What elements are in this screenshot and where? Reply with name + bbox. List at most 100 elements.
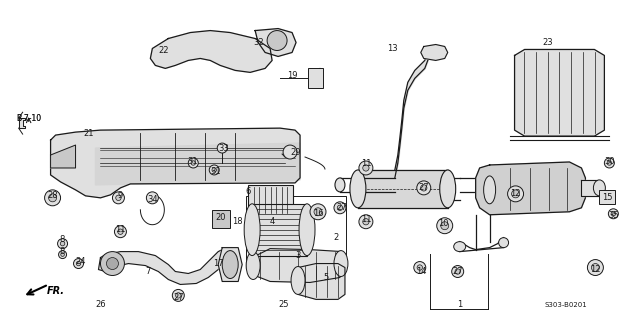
Circle shape [61, 241, 65, 246]
Text: 9: 9 [118, 191, 123, 200]
Polygon shape [98, 248, 235, 284]
Circle shape [114, 226, 126, 238]
Bar [252, 204, 307, 256]
Text: 16: 16 [313, 209, 323, 218]
Text: FR.: FR. [47, 286, 64, 296]
Text: 35: 35 [608, 211, 619, 220]
Text: 11: 11 [360, 215, 371, 224]
Circle shape [420, 185, 427, 191]
Text: 30: 30 [604, 157, 614, 166]
Polygon shape [515, 50, 604, 136]
Circle shape [146, 192, 158, 204]
Circle shape [338, 205, 343, 211]
Text: 8: 8 [60, 235, 65, 244]
Text: 21: 21 [83, 129, 94, 138]
Text: 13: 13 [387, 44, 398, 53]
Polygon shape [96, 143, 300, 185]
Polygon shape [581, 180, 599, 196]
Circle shape [77, 261, 81, 266]
Bar [212, 210, 230, 228]
Circle shape [611, 212, 616, 216]
Text: 24: 24 [75, 257, 85, 266]
Ellipse shape [499, 238, 508, 248]
Polygon shape [298, 264, 345, 300]
Circle shape [217, 143, 227, 153]
Circle shape [414, 261, 426, 274]
Circle shape [607, 161, 612, 165]
Text: 12: 12 [510, 189, 521, 198]
Circle shape [363, 219, 369, 225]
Polygon shape [358, 170, 448, 208]
Circle shape [604, 158, 614, 168]
Circle shape [455, 269, 461, 274]
Text: 29: 29 [291, 148, 301, 156]
Text: 15: 15 [602, 193, 612, 202]
Text: 32: 32 [253, 38, 263, 47]
Bar [248, 185, 293, 215]
Text: 1: 1 [457, 300, 463, 309]
Polygon shape [50, 145, 75, 168]
Ellipse shape [244, 204, 260, 256]
Circle shape [452, 266, 464, 277]
Text: 14: 14 [417, 267, 427, 276]
Circle shape [172, 289, 184, 301]
Text: 4: 4 [269, 217, 275, 226]
Circle shape [267, 31, 287, 51]
Polygon shape [476, 162, 586, 215]
Ellipse shape [334, 251, 348, 276]
Text: 7: 7 [145, 267, 151, 276]
Text: 11: 11 [115, 225, 126, 234]
Circle shape [115, 195, 121, 201]
Text: 23: 23 [542, 38, 553, 47]
Circle shape [59, 251, 66, 259]
Circle shape [118, 229, 123, 234]
Circle shape [73, 259, 84, 268]
Circle shape [283, 145, 297, 159]
Circle shape [359, 215, 373, 229]
Polygon shape [255, 28, 296, 56]
Text: 12: 12 [590, 265, 600, 274]
Circle shape [175, 293, 181, 298]
Circle shape [188, 158, 198, 168]
Circle shape [512, 190, 519, 198]
Circle shape [48, 194, 57, 202]
Polygon shape [421, 44, 448, 60]
Text: 27: 27 [452, 267, 463, 276]
Text: 27: 27 [337, 203, 347, 212]
Polygon shape [218, 248, 242, 282]
Ellipse shape [484, 176, 496, 204]
Circle shape [609, 209, 618, 219]
Circle shape [212, 168, 216, 172]
Text: 27: 27 [419, 183, 429, 192]
Text: 19: 19 [287, 71, 297, 80]
Text: 26: 26 [95, 300, 106, 309]
Circle shape [417, 181, 431, 195]
Circle shape [61, 253, 64, 256]
Circle shape [591, 264, 599, 271]
Circle shape [100, 252, 124, 276]
Circle shape [508, 186, 524, 202]
Ellipse shape [335, 178, 345, 192]
Circle shape [334, 202, 346, 214]
Ellipse shape [222, 251, 238, 278]
Circle shape [441, 222, 449, 230]
Text: 20: 20 [215, 213, 225, 222]
Circle shape [437, 218, 453, 234]
Text: S303-B0201: S303-B0201 [544, 302, 587, 308]
Text: 31: 31 [187, 157, 198, 166]
Text: 8: 8 [60, 247, 65, 256]
Text: 33: 33 [218, 144, 228, 153]
Circle shape [191, 161, 195, 165]
Text: 25: 25 [279, 300, 289, 309]
Circle shape [314, 208, 322, 216]
Circle shape [310, 204, 326, 220]
Text: 18: 18 [232, 217, 242, 226]
Circle shape [359, 161, 373, 175]
Polygon shape [151, 31, 272, 72]
Circle shape [588, 260, 604, 276]
Text: 10: 10 [438, 219, 449, 228]
Text: 11: 11 [360, 159, 371, 169]
Text: B-7-10: B-7-10 [16, 114, 41, 123]
Bar [246, 196, 346, 268]
Ellipse shape [246, 252, 260, 279]
